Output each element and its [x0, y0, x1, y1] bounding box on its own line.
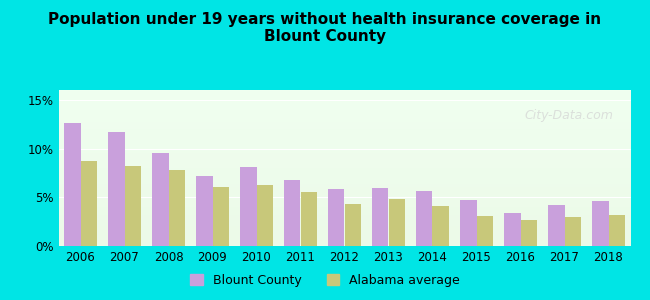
Bar [344, 204, 361, 246]
Bar [168, 170, 185, 246]
Text: City-Data.com: City-Data.com [525, 109, 614, 122]
Bar [300, 192, 317, 246]
Bar [108, 132, 125, 246]
Bar [592, 201, 608, 246]
Bar [152, 153, 168, 246]
Bar [81, 161, 98, 246]
Bar [564, 217, 581, 246]
Bar [125, 166, 141, 246]
Bar [608, 215, 625, 246]
Bar [372, 188, 389, 246]
Bar [416, 191, 432, 246]
Text: Population under 19 years without health insurance coverage in
Blount County: Population under 19 years without health… [49, 12, 601, 44]
Bar [213, 187, 229, 246]
Bar [521, 220, 537, 246]
Bar [432, 206, 449, 246]
Bar [196, 176, 213, 246]
Bar [548, 205, 564, 246]
Bar [284, 180, 300, 246]
Bar [328, 190, 345, 246]
Bar [240, 167, 257, 246]
Bar [504, 213, 521, 246]
Bar [64, 123, 81, 246]
Bar [389, 199, 405, 246]
Legend: Blount County, Alabama average: Blount County, Alabama average [187, 270, 463, 291]
Bar [476, 216, 493, 246]
Bar [257, 184, 273, 246]
Bar [460, 200, 476, 246]
